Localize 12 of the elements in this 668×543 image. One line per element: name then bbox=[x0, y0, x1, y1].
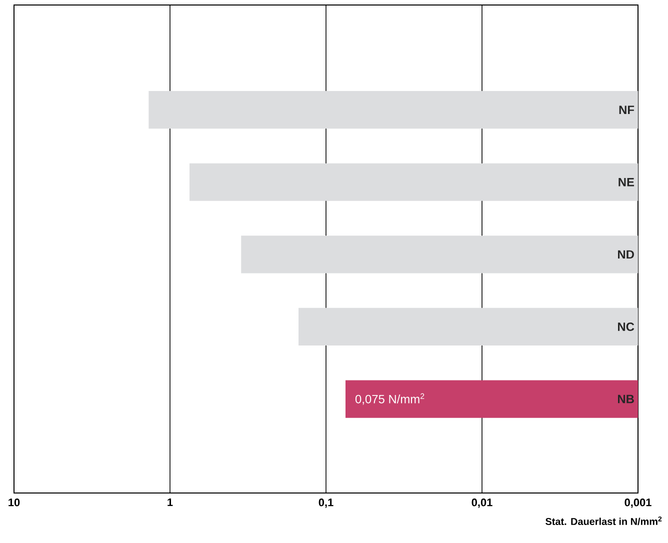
x-tick-label: 0,001 bbox=[624, 498, 652, 508]
y-tick-label: NE bbox=[618, 178, 634, 186]
y-tick-label: ND bbox=[618, 250, 634, 259]
x-tick-label: 0,1 bbox=[318, 498, 334, 508]
x-axis-title: Stat. Dauerlast in N/mm$^{2}$ bbox=[546, 516, 662, 526]
y-tick-label: NF bbox=[619, 106, 634, 114]
x-tick-label: 1 bbox=[168, 498, 173, 506]
x-tick-label: 10 bbox=[8, 498, 20, 506]
x-tick-label: 0,01 bbox=[472, 498, 492, 508]
y-tick-label: NC bbox=[618, 322, 634, 331]
data-label: 0,075 N/mm$^{2}$ bbox=[355, 393, 424, 405]
y-tick-label: NB bbox=[618, 394, 634, 404]
